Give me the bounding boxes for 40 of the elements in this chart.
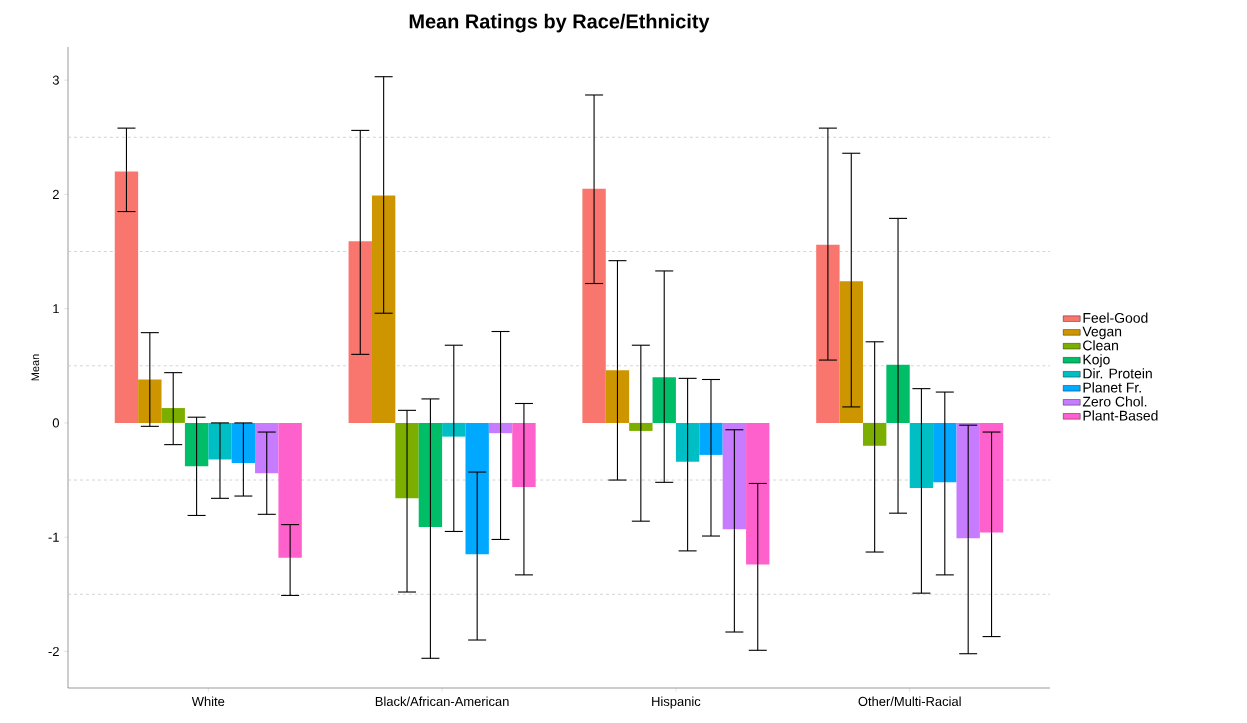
legend-label: Zero Chol. (1082, 396, 1147, 407)
y-tick-label: 0 (52, 418, 59, 428)
bar (652, 377, 676, 423)
legend-label: Vegan (1082, 326, 1122, 340)
bar (114, 171, 139, 423)
chart-title: Mean Ratings by Race/Ethnicity (409, 13, 710, 33)
x-tick-label: Other/Multi-Racial (858, 696, 961, 707)
y-tick-label: -2 (48, 646, 59, 656)
bar (161, 408, 185, 423)
bar (442, 422, 466, 437)
y-tick-label: 1 (53, 304, 59, 314)
bar (582, 188, 606, 423)
y-tick-label: 3 (52, 75, 59, 85)
y-tick-label: -1 (48, 532, 59, 542)
bar (699, 422, 723, 455)
legend-label: Clean (1083, 340, 1118, 351)
legend-label: Kojo (1083, 354, 1110, 368)
bar (909, 422, 934, 489)
bar (886, 364, 910, 423)
bar (605, 370, 630, 423)
bar (278, 422, 302, 558)
bar (488, 422, 513, 434)
y-tick-label: 2 (52, 189, 59, 199)
bar (512, 422, 536, 487)
bar (675, 422, 700, 462)
x-tick-label: Hispanic (652, 696, 701, 709)
legend-label: Planet Fr. (1083, 382, 1141, 393)
bar (395, 422, 419, 499)
bar (933, 422, 957, 483)
legend-label: Dir. Protein (1083, 368, 1152, 379)
bar (138, 379, 162, 423)
bar (418, 422, 443, 527)
bar (629, 422, 653, 431)
y-axis-title: Mean (31, 354, 40, 381)
bar (184, 422, 209, 467)
x-tick-label: White (191, 696, 225, 707)
bar (862, 422, 887, 446)
legend-label: Plant-Based (1083, 410, 1158, 421)
legend-label: Feel-Good (1083, 312, 1148, 323)
x-tick-label: Black/African-American (375, 696, 509, 707)
